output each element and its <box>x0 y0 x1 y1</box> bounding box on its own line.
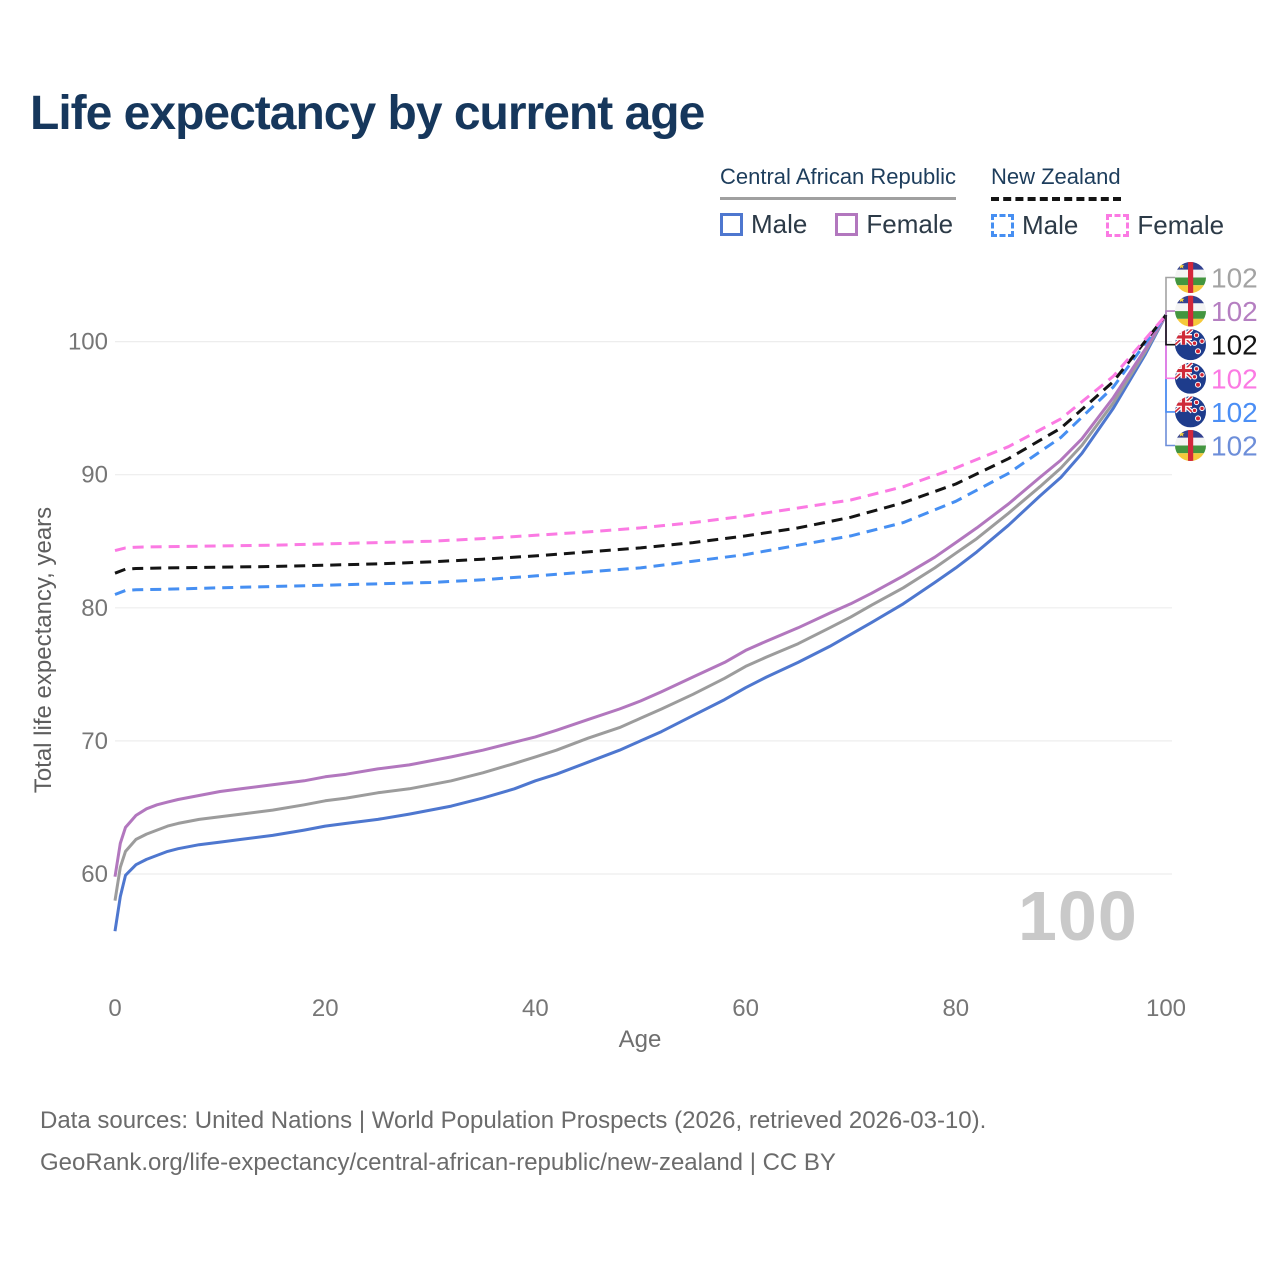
leader-line <box>1165 314 1175 380</box>
legend-item-car-female[interactable]: Female <box>866 209 954 239</box>
legend-item-nz-female[interactable]: Female <box>1137 210 1225 240</box>
car-flag-icon <box>1175 296 1206 327</box>
x-tick-label: 100 <box>1146 995 1186 1022</box>
x-tick-label: 20 <box>312 995 339 1022</box>
x-tick-label: 60 <box>732 995 759 1022</box>
series-line-car-female[interactable] <box>113 314 1168 877</box>
y-tick-label: 70 <box>81 728 108 755</box>
y-axis-title: Total life expectancy, years <box>30 506 57 794</box>
legend-country-central-african-republic: Central African Republic <box>720 164 957 200</box>
y-tick-label: 100 <box>68 329 108 356</box>
legend-group-new-zealand: New Zealand Male Female <box>991 164 1252 241</box>
series-line-nz-female[interactable] <box>114 314 1168 553</box>
legend-country-new-zealand: New Zealand <box>991 164 1121 201</box>
car-flag-icon <box>1175 430 1206 461</box>
nz-flag-icon <box>1175 329 1206 360</box>
nz-flag-icon <box>1175 363 1206 394</box>
series-line-nz-total[interactable] <box>114 314 1168 575</box>
end-value-label-car-female: 102 <box>1211 296 1258 327</box>
y-tick-label: 80 <box>81 595 108 622</box>
age-watermark: 100 <box>1018 877 1138 955</box>
end-value-label-car-male: 102 <box>1211 431 1258 462</box>
x-tick-label: 80 <box>942 995 969 1022</box>
series-line-car-total[interactable] <box>113 314 1168 901</box>
nz-female-swatch-icon[interactable] <box>1106 214 1130 237</box>
legend-item-car-male[interactable]: Male <box>751 209 808 239</box>
page-title: Life expectancy by current age <box>30 87 705 140</box>
nz-flag-icon <box>1175 396 1206 427</box>
leader-line <box>1165 314 1175 413</box>
y-tick-label: 60 <box>81 861 108 888</box>
end-value-label-nz-female: 102 <box>1211 363 1258 394</box>
x-tick-label: 0 <box>108 995 121 1022</box>
x-tick-label: 40 <box>522 995 549 1022</box>
end-value-label-nz-total: 102 <box>1211 330 1258 361</box>
x-axis-title: Age <box>618 1026 662 1053</box>
series-line-nz-male[interactable] <box>114 314 1168 596</box>
y-tick-label: 90 <box>81 462 108 489</box>
car-male-swatch-icon[interactable] <box>720 213 743 236</box>
leader-line <box>1165 314 1175 346</box>
footer: Data sources: United Nations | World Pop… <box>40 1100 986 1184</box>
car-flag-icon <box>1175 262 1206 293</box>
legend-group-central-african-republic: Central African Republic Male Female <box>720 164 981 240</box>
leader-line <box>1165 310 1175 315</box>
leader-line <box>1165 314 1175 447</box>
footer-attribution: GeoRank.org/life-expectancy/central-afri… <box>40 1149 836 1176</box>
legend-item-nz-male[interactable]: Male <box>1022 210 1079 240</box>
leader-line <box>1165 276 1175 315</box>
car-female-swatch-icon[interactable] <box>835 213 859 236</box>
end-value-label-car-total: 102 <box>1211 263 1258 294</box>
nz-male-swatch-icon[interactable] <box>991 214 1014 237</box>
end-value-label-nz-male: 102 <box>1211 397 1258 428</box>
series-line-car-male[interactable] <box>113 314 1168 932</box>
footer-data-sources: Data sources: United Nations | World Pop… <box>40 1107 987 1134</box>
